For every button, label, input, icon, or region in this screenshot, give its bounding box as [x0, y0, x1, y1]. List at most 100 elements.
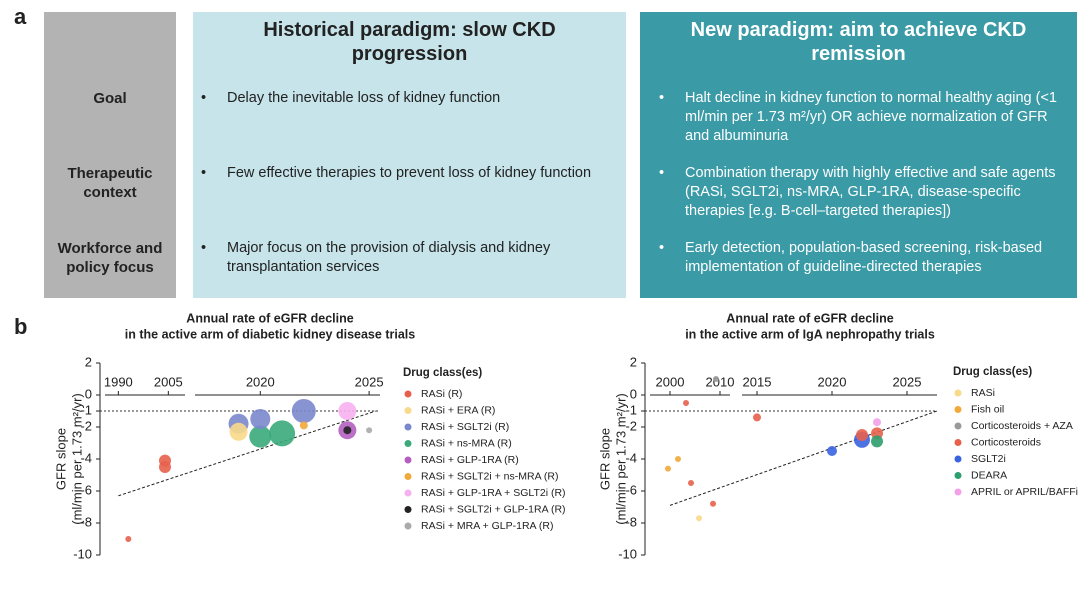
y-axis-label: GFR slope: [53, 428, 68, 490]
y-tick-label: -1: [625, 402, 637, 417]
data-point: [710, 500, 716, 507]
legend-label: RASi + SGLT2i (R): [421, 421, 509, 433]
data-point: [753, 413, 761, 422]
chart-title: Annual rate of eGFR decline: [726, 311, 893, 325]
x-tick-label: 2015: [743, 374, 772, 389]
y-tick-label: -1: [80, 402, 92, 417]
legend-label: Corticosteroids: [971, 436, 1041, 448]
y-tick-label: 0: [630, 386, 637, 401]
y-tick-label: -2: [625, 418, 637, 433]
row-label: Goal: [93, 90, 127, 107]
y-tick-label: -8: [80, 514, 92, 529]
legend-title: Drug class(es): [403, 367, 482, 379]
y-tick-label: 2: [85, 354, 92, 369]
y-axis-label: GFR slope: [597, 428, 612, 490]
legend-label: RASi: [971, 387, 995, 399]
legend-marker: [404, 489, 412, 497]
data-point: [366, 427, 373, 434]
legend-label: Fish oil: [971, 403, 1004, 415]
cell: Delay the inevitable loss of kidney func…: [201, 89, 612, 108]
y-tick-label: -8: [625, 514, 637, 529]
data-point: [873, 418, 881, 427]
legend-label: DEARA: [971, 469, 1007, 481]
legend-marker: [954, 472, 962, 479]
panel-label: b: [14, 314, 27, 339]
x-tick-label: 2025: [355, 374, 384, 389]
row-label: Workforce and policy focus: [57, 240, 163, 276]
legend-title: Drug class(es): [953, 366, 1032, 378]
data-point: [675, 456, 681, 462]
cell: Early detection, population-based screen…: [659, 239, 1075, 277]
legend-label: RASi + MRA + GLP-1RA (R): [421, 520, 553, 532]
y-tick-label: -2: [80, 418, 92, 433]
panel-label: a: [14, 4, 27, 29]
legend-marker: [404, 390, 412, 398]
trend-line: [118, 410, 376, 497]
legend-label: SGLT2i: [971, 453, 1006, 465]
y-tick-label: -6: [625, 482, 637, 497]
y-axis-label: (ml/min per 1.73 m²/yr): [613, 393, 628, 524]
column-header: Historical paradigm: slow CKD progressio…: [263, 19, 556, 65]
chart-title: Annual rate of eGFR decline: [186, 311, 353, 325]
legend-marker: [954, 488, 962, 496]
label-column: [44, 12, 176, 298]
legend-marker: [954, 389, 962, 397]
data-point: [688, 480, 694, 486]
cell: Combination therapy with highly effectiv…: [659, 164, 1075, 221]
data-point: [249, 425, 272, 448]
chart-title: in the active arm of diabetic kidney dis…: [125, 327, 415, 341]
chart-title: in the active arm of IgA nephropathy tri…: [685, 327, 935, 341]
y-axis-label: (ml/min per 1.73 m²/yr): [69, 393, 84, 524]
data-point: [856, 429, 868, 441]
legend-marker: [404, 440, 412, 447]
legend-marker: [404, 456, 412, 464]
x-tick-label: 2025: [893, 374, 922, 389]
legend-marker: [404, 506, 412, 513]
y-tick-label: -10: [73, 546, 92, 561]
trend-line: [669, 410, 938, 506]
data-point: [291, 399, 316, 423]
legend-label: RASi + ns-MRA (R): [421, 437, 512, 449]
data-point: [343, 426, 352, 435]
y-tick-label: -6: [80, 482, 92, 497]
legend-marker: [954, 406, 962, 413]
y-tick-label: -10: [618, 546, 637, 561]
data-point: [269, 420, 296, 447]
legend-label: RASi + SGLT2i + ns-MRA (R): [421, 470, 559, 482]
legend-marker: [404, 407, 412, 414]
data-point: [683, 400, 689, 406]
legend-label: RASi (R): [421, 388, 462, 400]
x-tick-label: 2010: [706, 374, 735, 389]
legend-marker: [404, 423, 412, 431]
data-point: [250, 409, 271, 429]
legend-label: RASi + GLP-1RA + SGLT2i (R): [421, 487, 566, 499]
x-tick-label: 2005: [154, 374, 183, 389]
y-tick-label: 2: [630, 354, 637, 369]
cell: Few effective therapies to prevent loss …: [201, 164, 612, 183]
cell: Major focus on the provision of dialysis…: [201, 239, 612, 277]
y-tick-label: -4: [80, 450, 92, 465]
data-point: [338, 402, 357, 420]
legend-marker: [404, 473, 412, 480]
legend-marker: [404, 522, 412, 530]
x-tick-label: 2020: [246, 374, 275, 389]
data-point: [696, 515, 702, 522]
data-point: [871, 435, 883, 448]
legend-label: APRIL or APRIL/BAFFi: [971, 486, 1078, 498]
column-header: New paradigm: aim to achieve CKD remissi…: [690, 19, 1027, 65]
cell: Halt decline in kidney function to norma…: [659, 89, 1075, 146]
data-point: [125, 536, 132, 542]
x-tick-label: 2020: [818, 374, 847, 389]
row-label: Therapeutic context: [67, 165, 153, 201]
data-point: [827, 446, 837, 456]
y-tick-label: -4: [625, 450, 637, 465]
x-tick-label: 2000: [656, 374, 685, 389]
legend-label: RASi + GLP-1RA (R): [421, 454, 519, 466]
legend-label: RASi + SGLT2i + GLP-1RA (R): [421, 503, 566, 515]
x-tick-label: 1990: [104, 374, 133, 389]
data-point: [713, 376, 719, 382]
y-tick-label: 0: [85, 386, 92, 401]
data-point: [665, 465, 671, 472]
